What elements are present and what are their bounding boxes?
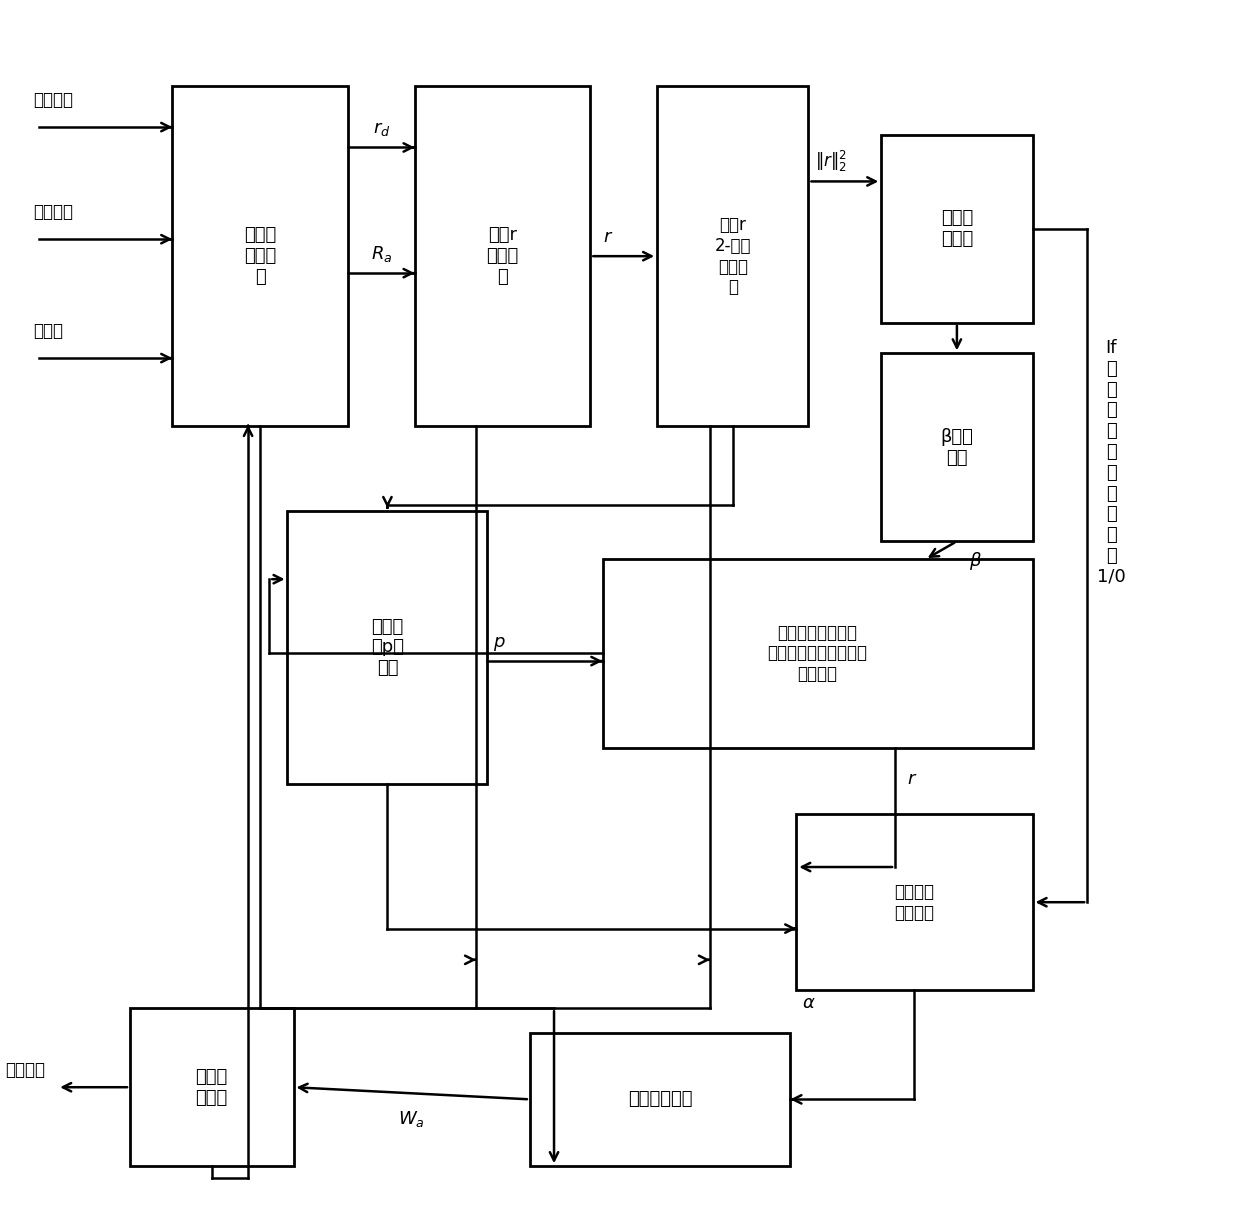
Text: 权重输出: 权重输出 bbox=[5, 1062, 45, 1079]
FancyBboxPatch shape bbox=[657, 86, 808, 426]
Text: $\alpha$: $\alpha$ bbox=[802, 995, 816, 1013]
FancyBboxPatch shape bbox=[130, 1008, 294, 1166]
Text: 残差r
计算模
块: 残差r 计算模 块 bbox=[486, 226, 518, 286]
Text: $p$: $p$ bbox=[494, 635, 506, 653]
Text: 权重更新模块: 权重更新模块 bbox=[627, 1091, 692, 1108]
Text: $W_a$: $W_a$ bbox=[398, 1109, 425, 1128]
Text: 阈值判
断模块: 阈值判 断模块 bbox=[941, 209, 973, 248]
Text: 控制信号: 控制信号 bbox=[33, 91, 73, 109]
FancyBboxPatch shape bbox=[288, 511, 487, 784]
Text: If
语
句
判
断
结
果
，
布
尔
值
1/0: If 语 句 判 断 结 果 ， 布 尔 值 1/0 bbox=[1097, 339, 1126, 586]
FancyBboxPatch shape bbox=[882, 353, 1033, 541]
Text: 协方差
计算模
块: 协方差 计算模 块 bbox=[244, 226, 277, 286]
Text: 快拍数: 快拍数 bbox=[33, 322, 63, 340]
Text: 优化步长
计算模块: 优化步长 计算模块 bbox=[894, 883, 935, 922]
Text: $r$: $r$ bbox=[908, 770, 918, 788]
Text: 优化方
向p选
择器: 优化方 向p选 择器 bbox=[371, 618, 404, 677]
Text: $\beta$: $\beta$ bbox=[968, 550, 982, 572]
Text: 残差r
2-范数
计算模
块: 残差r 2-范数 计算模 块 bbox=[714, 216, 751, 297]
Text: 数据输入: 数据输入 bbox=[33, 203, 73, 221]
FancyBboxPatch shape bbox=[603, 559, 1033, 748]
FancyBboxPatch shape bbox=[882, 135, 1033, 323]
FancyBboxPatch shape bbox=[529, 1032, 790, 1166]
FancyBboxPatch shape bbox=[414, 86, 590, 426]
FancyBboxPatch shape bbox=[172, 86, 348, 426]
Text: $r_d$: $r_d$ bbox=[373, 120, 391, 137]
Text: $R_a$: $R_a$ bbox=[371, 243, 392, 264]
Text: $\Vert r \Vert_2^2$: $\Vert r \Vert_2^2$ bbox=[815, 148, 847, 174]
Text: 权重保
持模块: 权重保 持模块 bbox=[196, 1068, 228, 1107]
Text: $r$: $r$ bbox=[603, 227, 613, 246]
Text: β计算
模块: β计算 模块 bbox=[940, 428, 973, 467]
FancyBboxPatch shape bbox=[796, 815, 1033, 990]
Text: 优化方向计算模块
（迭代过程内的优化方
向更新）: 优化方向计算模块 （迭代过程内的优化方 向更新） bbox=[768, 624, 868, 683]
